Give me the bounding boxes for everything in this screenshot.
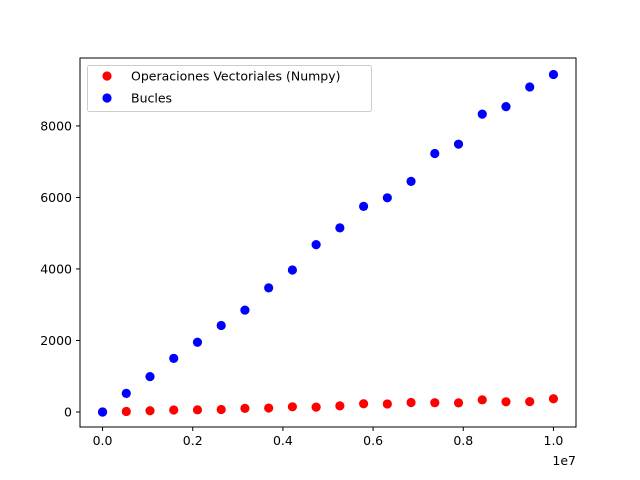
data-point	[358, 399, 369, 409]
y-axis: 0 2000 4000 6000 8000	[40, 118, 80, 419]
legend-marker	[102, 93, 112, 103]
data-point	[525, 397, 535, 407]
data-point	[335, 401, 345, 411]
data-point	[406, 176, 416, 186]
x-axis: 0.0 0.2 0.4 0.6 0.8 1.0 1e7	[93, 427, 576, 468]
axes-frame	[79, 57, 577, 428]
data-point	[430, 398, 440, 408]
legend-marker	[102, 71, 112, 81]
data-point	[430, 148, 440, 159]
data-point	[477, 395, 487, 405]
data-point	[501, 102, 511, 112]
x-tick-label: 0.4	[273, 433, 293, 448]
legend-label: Operaciones Vectoriales (Numpy)	[131, 69, 341, 84]
x-offset-label: 1e7	[552, 453, 576, 468]
data-point	[525, 82, 535, 92]
data-point	[358, 201, 369, 211]
x-tick-label: 0.0	[93, 433, 113, 448]
data-point	[216, 404, 226, 415]
data-point	[287, 402, 298, 412]
data-point	[121, 388, 131, 398]
x-tick-label: 0.2	[183, 433, 203, 448]
y-tick-label: 2000	[40, 333, 72, 348]
data-point	[501, 397, 511, 407]
data-point	[169, 353, 179, 363]
data-point	[145, 406, 155, 416]
data-point	[335, 223, 345, 233]
data-point	[192, 337, 203, 347]
data-point	[548, 69, 559, 80]
data-point	[382, 193, 392, 203]
legend-box	[87, 65, 372, 112]
data-point	[264, 403, 274, 413]
data-point	[169, 405, 179, 415]
data-point	[382, 399, 392, 409]
data-point	[121, 406, 131, 417]
data-point	[406, 397, 416, 408]
data-point	[453, 398, 464, 408]
x-tick-label: 0.8	[453, 433, 473, 448]
plot-area	[79, 57, 577, 428]
data-point	[97, 407, 108, 417]
data-point	[311, 240, 321, 250]
data-point	[453, 139, 464, 149]
legend-label: Bucles	[131, 91, 172, 106]
y-tick-label: 6000	[40, 190, 72, 205]
data-point	[287, 265, 298, 275]
data-point	[477, 109, 487, 119]
legend: Operaciones Vectoriales (Numpy) Bucles	[87, 65, 372, 112]
data-point	[145, 371, 155, 382]
y-tick-label: 4000	[40, 261, 72, 276]
data-point	[240, 403, 250, 414]
x-tick-label: 0.6	[363, 433, 383, 448]
y-tick-label: 8000	[40, 118, 72, 133]
data-point	[548, 394, 559, 404]
y-tick-label: 0	[64, 404, 72, 419]
data-point	[264, 283, 274, 293]
data-point	[192, 405, 203, 415]
x-tick-label: 1.0	[544, 433, 564, 448]
data-point	[240, 305, 250, 315]
data-point	[216, 320, 226, 331]
data-point	[311, 402, 321, 412]
data-points	[97, 69, 559, 417]
